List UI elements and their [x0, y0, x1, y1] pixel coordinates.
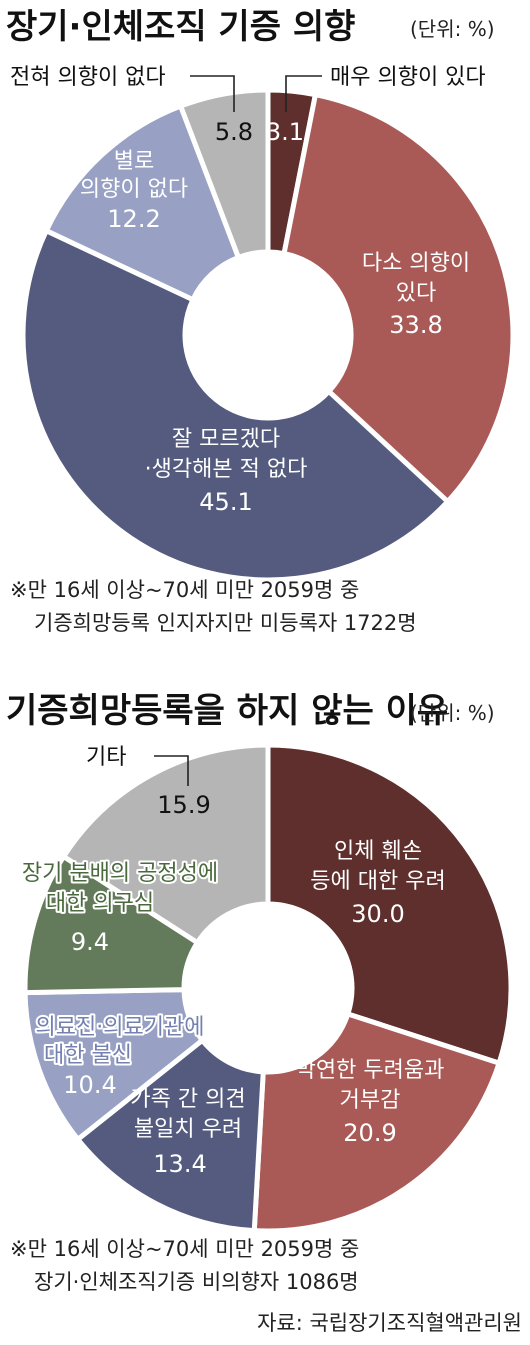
- chart-1-note-2: 기증희망등록 인지자지만 미등록자 1722명: [34, 611, 417, 635]
- chart-2-label-3a: 가족 간 의견: [130, 1087, 245, 1112]
- chart-2-label-2b: 거부감: [340, 1088, 401, 1113]
- chart-1-leader-line-1: [285, 75, 322, 112]
- chart-2-label-1b: 등에 대한 우려: [310, 869, 445, 894]
- chart-2-label-4b: 대한 불신: [44, 1043, 132, 1068]
- chart-1-label-4b: 의향이 없다: [80, 177, 188, 202]
- chart-2-label-2a: 막연한 두려움과: [296, 1058, 445, 1083]
- chart-2-slices: [22, 742, 514, 1234]
- chart-1-label-5: 전혀 의향이 없다: [10, 65, 166, 90]
- chart-1-label-2a: 다소 의향이: [362, 251, 470, 276]
- chart-1-label-4a: 별로: [114, 149, 154, 174]
- chart-1-slice-3: [20, 228, 451, 583]
- chart-2-label-3b: 불일치 우려: [134, 1117, 242, 1142]
- chart-1-leader-line-5: [190, 75, 235, 112]
- chart-2-label-1a: 인체 훼손: [334, 839, 422, 864]
- chart-1-unit: (단위: %): [410, 17, 495, 41]
- chart-1-value-2: 33.8: [389, 311, 442, 339]
- chart-1-note-1: ※만 16세 이상~70세 미만 2059명 중: [10, 578, 359, 602]
- chart-2-note-2: 장기·인체조직기증 비의향자 1086명: [34, 1270, 359, 1294]
- chart-2-slice-3: [75, 1037, 266, 1234]
- chart-2-slice-6: [61, 742, 271, 946]
- chart-2-value-1: 30.0: [351, 900, 404, 928]
- chart-2-slice-2: [251, 1011, 502, 1234]
- chart-2-label-5b: 대한 의구심: [46, 891, 154, 916]
- chart-1-value-4: 12.2: [107, 205, 160, 233]
- source-credit: 자료: 국립장기조직혈액관리원: [257, 1311, 522, 1335]
- chart-1-value-3: 45.1: [199, 488, 252, 516]
- chart-2-value-4: 10.4: [63, 1071, 116, 1099]
- chart-1: 장기·인체조직 기증 의향 (단위: %) 전혀 의향이 없다 매우 의향이 있…: [6, 7, 516, 635]
- chart-2: 기증희망등록을 하지 않는 이유 (단위: %) 기타 15.9 인체 훼손 등…: [6, 691, 514, 1294]
- chart-1-slice-5: [178, 87, 271, 260]
- chart-2-unit: (단위: %): [410, 701, 495, 725]
- chart-2-slice-4: [22, 987, 205, 1142]
- chart-2-value-5: 9.4: [71, 928, 109, 956]
- chart-2-value-6: 15.9: [157, 791, 210, 819]
- chart-1-title: 장기·인체조직 기증 의향: [6, 7, 355, 47]
- chart-2-value-2: 20.9: [343, 1119, 396, 1147]
- chart-2-slice-1: [265, 742, 514, 1066]
- chart-2-value-3: 13.4: [153, 1150, 206, 1178]
- chart-1-label-3a: 잘 모르겠다: [172, 427, 280, 452]
- chart-1-label-3b: ·생각해본 적 없다: [145, 457, 308, 482]
- chart-2-label-5a: 장기 분배의 공정성에: [22, 861, 218, 886]
- chart-1-label-2b: 있다: [396, 281, 436, 306]
- chart-1-label-1: 매우 의향이 있다: [330, 65, 486, 90]
- chart-2-label-6: 기타: [86, 745, 126, 770]
- chart-1-value-1: 3.1: [266, 118, 304, 146]
- chart-1-slice-4: [43, 103, 241, 303]
- chart-2-label-4a: 의료진·의료기관에: [36, 1015, 205, 1040]
- chart-2-title: 기증희망등록을 하지 않는 이유: [6, 691, 448, 731]
- chart-2-slice-5: [22, 854, 200, 996]
- chart-1-slices: [20, 87, 516, 583]
- chart-2-note-1: ※만 16세 이상~70세 미만 2059명 중: [10, 1237, 359, 1261]
- chart-1-value-5: 5.8: [215, 118, 253, 146]
- chart-2-leader-line-6: [154, 755, 189, 786]
